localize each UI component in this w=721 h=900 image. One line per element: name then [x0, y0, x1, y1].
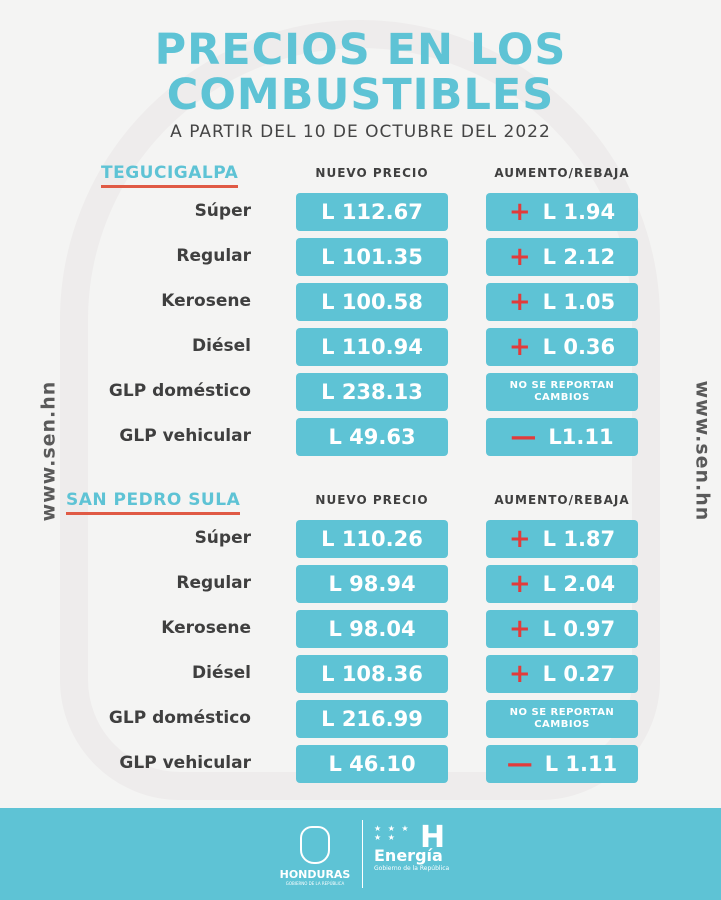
change-box: — L 1.11	[486, 745, 638, 783]
city-heading: SAN PEDRO SULA	[66, 490, 241, 515]
change-box: + L 0.36	[486, 328, 638, 366]
footer-band: HONDURAS GOBIERNO DE LA REPÚBLICA ★ ★ ★ ★…	[0, 808, 721, 900]
change-value: L 0.36	[542, 335, 616, 359]
change-box: + L 1.87	[486, 520, 638, 558]
fuel-row: Kerosene L 98.04 + L 0.97	[0, 610, 721, 648]
change-box: + L 0.97	[486, 610, 638, 648]
price-column-header: NUEVO PRECIO	[315, 493, 429, 507]
fuel-row: GLP doméstico L 216.99 NO SE REPORTAN CAM…	[0, 700, 721, 738]
change-value: L 2.12	[542, 245, 616, 269]
logo-divider	[362, 820, 363, 888]
plus-icon: +	[508, 659, 531, 689]
fuel-row: Súper L 112.67 + L 1.94	[0, 193, 721, 231]
fuel-row: Diésel L 110.94 + L 0.36	[0, 328, 721, 366]
energia-logo: ★ ★ ★ ★ ★ H Energía Gobierno de la Repúbl…	[374, 820, 474, 872]
price-box: L 110.26	[296, 520, 448, 558]
plus-icon: +	[508, 287, 531, 317]
honduras-logo: HONDURAS GOBIERNO DE LA REPÚBLICA	[275, 820, 355, 886]
change-value: L 0.97	[542, 617, 616, 641]
fuel-name: Kerosene	[161, 618, 251, 638]
fuel-name: Diésel	[192, 663, 251, 683]
plus-icon: +	[508, 614, 531, 644]
minus-icon: —	[510, 422, 537, 452]
change-column-header: AUMENTO/REBAJA	[494, 166, 630, 180]
page-title-line1: PRECIOS EN LOS	[154, 25, 567, 75]
coat-of-arms-icon	[300, 826, 330, 864]
fuel-name: Súper	[194, 528, 251, 548]
fuel-name: GLP doméstico	[108, 381, 251, 401]
price-box: L 108.36	[296, 655, 448, 693]
minus-icon: —	[506, 749, 533, 779]
price-box: L 100.58	[296, 283, 448, 321]
price-box: L 112.67	[296, 193, 448, 231]
fuel-name: Regular	[176, 246, 251, 266]
change-box: + L 1.05	[486, 283, 638, 321]
subtitle-date: A PARTIR DEL 10 DE OCTUBRE DEL 2022	[170, 122, 551, 142]
change-value: L 0.27	[542, 662, 616, 686]
honduras-label: HONDURAS	[279, 868, 351, 881]
fuel-name: Regular	[176, 573, 251, 593]
fuel-row: Diésel L 108.36 + L 0.27	[0, 655, 721, 693]
price-box: L 110.94	[296, 328, 448, 366]
fuel-row: Regular L 101.35 + L 2.12	[0, 238, 721, 276]
energia-sublabel: Gobierno de la República	[374, 865, 450, 872]
change-box: NO SE REPORTAN CAMBIOS	[486, 700, 638, 738]
change-value: L 2.04	[542, 572, 616, 596]
plus-icon: +	[508, 524, 531, 554]
plus-icon: +	[508, 332, 531, 362]
energia-label: Energía	[374, 846, 443, 865]
no-change-note: NO SE REPORTAN CAMBIOS	[509, 707, 615, 730]
fuel-row: GLP vehicular L 49.63 — L1.11	[0, 418, 721, 456]
price-box: L 216.99	[296, 700, 448, 738]
change-box: NO SE REPORTAN CAMBIOS	[486, 373, 638, 411]
price-column-header: NUEVO PRECIO	[315, 166, 429, 180]
city-heading: TEGUCIGALPA	[101, 163, 239, 188]
fuel-name: Diésel	[192, 336, 251, 356]
plus-icon: +	[508, 197, 531, 227]
change-box: + L 2.04	[486, 565, 638, 603]
price-box: L 101.35	[296, 238, 448, 276]
fuel-row: GLP doméstico L 238.13 NO SE REPORTAN CAM…	[0, 373, 721, 411]
change-value: L1.11	[548, 425, 614, 449]
change-value: L 1.05	[542, 290, 616, 314]
fuel-row: GLP vehicular L 46.10 — L 1.11	[0, 745, 721, 783]
stars-icon: ★ ★ ★ ★ ★	[374, 824, 411, 842]
change-box: + L 2.12	[486, 238, 638, 276]
change-value: L 1.11	[544, 752, 618, 776]
fuel-row: Regular L 98.94 + L 2.04	[0, 565, 721, 603]
change-box: — L1.11	[486, 418, 638, 456]
fuel-row: Súper L 110.26 + L 1.87	[0, 520, 721, 558]
change-box: + L 0.27	[486, 655, 638, 693]
h-logo: H	[420, 820, 446, 855]
price-box: L 98.94	[296, 565, 448, 603]
change-value: L 1.87	[542, 527, 616, 551]
fuel-name: Kerosene	[161, 291, 251, 311]
change-box: + L 1.94	[486, 193, 638, 231]
price-box: L 98.04	[296, 610, 448, 648]
price-box: L 46.10	[296, 745, 448, 783]
fuel-name: GLP vehicular	[119, 753, 251, 773]
change-column-header: AUMENTO/REBAJA	[494, 493, 630, 507]
price-box: L 49.63	[296, 418, 448, 456]
plus-icon: +	[508, 242, 531, 272]
price-box: L 238.13	[296, 373, 448, 411]
fuel-row: Kerosene L 100.58 + L 1.05	[0, 283, 721, 321]
change-value: L 1.94	[542, 200, 616, 224]
fuel-name: GLP doméstico	[108, 708, 251, 728]
fuel-name: Súper	[194, 201, 251, 221]
honduras-sublabel: GOBIERNO DE LA REPÚBLICA	[285, 881, 345, 886]
fuel-name: GLP vehicular	[119, 426, 251, 446]
plus-icon: +	[508, 569, 531, 599]
page-title-line2: COMBUSTIBLES	[166, 70, 555, 120]
no-change-note: NO SE REPORTAN CAMBIOS	[509, 380, 615, 403]
